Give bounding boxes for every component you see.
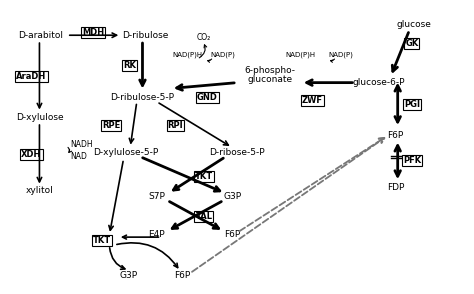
Text: RPE: RPE xyxy=(102,121,120,130)
Text: ZWF: ZWF xyxy=(302,96,323,105)
Text: S7P: S7P xyxy=(148,192,165,201)
Text: E4P: E4P xyxy=(148,230,165,239)
Text: GND: GND xyxy=(197,93,218,102)
Text: AraDH: AraDH xyxy=(16,72,46,81)
Text: D-ribulose: D-ribulose xyxy=(122,31,168,40)
Text: FDP: FDP xyxy=(387,183,404,193)
Text: 6-phospho-: 6-phospho- xyxy=(245,66,296,76)
Text: D-arabitol: D-arabitol xyxy=(18,31,64,40)
Text: D-xylulose-5-P: D-xylulose-5-P xyxy=(93,148,159,157)
Text: PGI: PGI xyxy=(404,100,420,109)
Text: F6P: F6P xyxy=(387,131,403,140)
Text: glucose-6-P: glucose-6-P xyxy=(353,78,405,87)
Text: gluconate: gluconate xyxy=(247,75,292,84)
Text: F6P: F6P xyxy=(224,230,240,239)
Text: RPI: RPI xyxy=(168,121,183,130)
Text: TKT: TKT xyxy=(93,236,111,245)
Text: NAD(P): NAD(P) xyxy=(210,51,235,58)
Text: PFK: PFK xyxy=(403,156,421,165)
Text: glucose: glucose xyxy=(397,20,432,29)
Text: xylitol: xylitol xyxy=(26,186,53,196)
Text: GK: GK xyxy=(405,39,419,48)
Text: NAD(P)H: NAD(P)H xyxy=(286,51,316,58)
Text: D-xylulose: D-xylulose xyxy=(16,113,63,122)
Text: XDH: XDH xyxy=(21,150,42,159)
Text: G3P: G3P xyxy=(223,192,241,201)
Text: D-ribose-5-P: D-ribose-5-P xyxy=(209,148,265,157)
Text: MDH: MDH xyxy=(82,28,104,36)
Text: G3P: G3P xyxy=(119,271,137,280)
Text: NADH: NADH xyxy=(71,140,93,148)
Text: D-ribulose-5-P: D-ribulose-5-P xyxy=(110,93,174,102)
Text: NAD(P): NAD(P) xyxy=(328,51,354,58)
Text: RK: RK xyxy=(123,61,136,70)
Text: TKT: TKT xyxy=(195,172,213,181)
Text: F6P: F6P xyxy=(174,271,191,280)
Text: CO₂: CO₂ xyxy=(197,33,211,42)
Text: NAD(P)H: NAD(P)H xyxy=(173,51,202,58)
Text: TAL: TAL xyxy=(195,212,212,221)
Text: NAD: NAD xyxy=(71,152,88,161)
